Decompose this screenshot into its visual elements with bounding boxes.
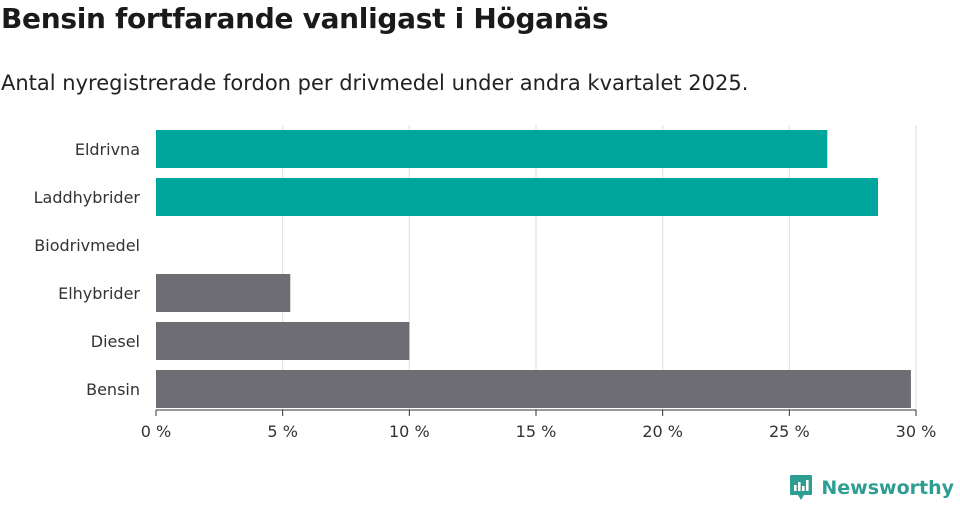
bar-chart: Eldrivna Laddhybrider Biodrivmedel Elhybrid… bbox=[34, 125, 937, 441]
category-label: Laddhybrider bbox=[34, 188, 141, 207]
bar bbox=[156, 178, 878, 216]
x-tick-label: 25 % bbox=[769, 422, 810, 441]
category-label: Diesel bbox=[91, 332, 140, 351]
brand-name: Newsworthy bbox=[821, 476, 954, 499]
x-tick-label: 30 % bbox=[896, 422, 937, 441]
x-tick-label: 0 % bbox=[141, 422, 171, 441]
category-label: Eldrivna bbox=[75, 140, 140, 159]
x-tick-label: 15 % bbox=[516, 422, 557, 441]
bar bbox=[156, 274, 291, 312]
category-label: Bensin bbox=[86, 380, 140, 399]
x-tick-label: 5 % bbox=[267, 422, 297, 441]
category-label: Elhybrider bbox=[58, 284, 140, 303]
x-tick-label: 20 % bbox=[642, 422, 683, 441]
bar bbox=[156, 322, 410, 360]
category-label: Biodrivmedel bbox=[34, 236, 140, 255]
bar bbox=[156, 130, 828, 168]
chart-title: Bensin fortfarande vanligast i Höganäs bbox=[1, 2, 609, 35]
newsworthy-logo-icon bbox=[790, 475, 813, 500]
bar bbox=[156, 370, 911, 408]
newsworthy-logo: Newsworthy bbox=[789, 474, 954, 501]
chart-subtitle: Antal nyregistrerade fordon per drivmede… bbox=[1, 71, 749, 95]
x-tick-label: 10 % bbox=[389, 422, 430, 441]
